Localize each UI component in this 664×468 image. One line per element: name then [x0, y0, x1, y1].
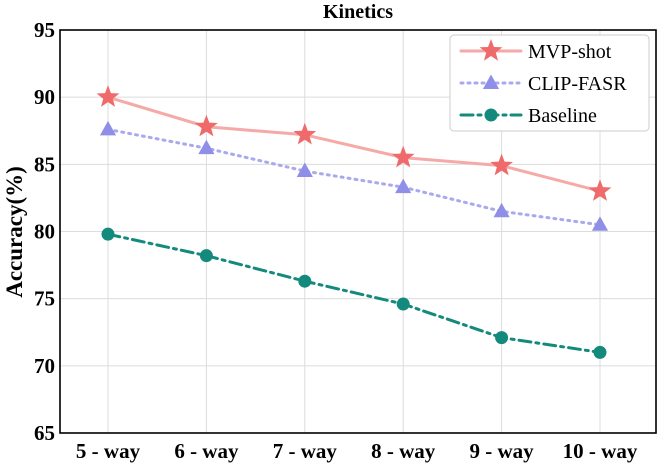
- legend-item-clip-fasr: CLIP-FASR: [459, 73, 627, 95]
- legend-item-baseline: Baseline: [459, 105, 597, 127]
- data-point-clip-fasr: [395, 178, 412, 194]
- y-tick-label: 95: [34, 18, 55, 42]
- legend-item-mvp-shot: MVP-shot: [459, 39, 612, 63]
- y-tick-label: 65: [34, 421, 55, 445]
- y-tick-label: 85: [34, 152, 55, 176]
- legend-label: MVP-shot: [528, 41, 612, 63]
- legend: MVP-shot CLIP-FASR Baseline: [449, 34, 650, 132]
- data-point-clip-fasr: [493, 202, 510, 218]
- x-tick-label: 6 - way: [174, 439, 239, 463]
- y-tick-label: 70: [34, 354, 55, 378]
- data-point-mvp-shot: [391, 145, 415, 168]
- x-tick-label: 8 - way: [371, 439, 436, 463]
- legend-label: Baseline: [528, 105, 597, 127]
- legend-box: [449, 34, 650, 132]
- data-point-baseline: [101, 227, 115, 241]
- series-mvp-shot: [96, 85, 612, 201]
- x-tick-label: 10 - way: [563, 439, 638, 463]
- legend-marker: [479, 39, 503, 61]
- y-tick-label: 75: [34, 287, 55, 311]
- data-point-mvp-shot: [588, 179, 612, 201]
- data-point-mvp-shot: [96, 85, 120, 107]
- data-point-clip-fasr: [99, 120, 117, 136]
- x-tick-label: 5 - way: [76, 439, 141, 463]
- data-point-baseline: [396, 297, 410, 311]
- tick-labels: 5 - way 6 - way 7 - way 8 - way 9 - way 10 - …: [34, 18, 638, 463]
- x-tick-label: 7 - way: [273, 439, 338, 463]
- chart-title: Kinetics: [323, 1, 393, 23]
- data-point-clip-fasr: [296, 162, 313, 177]
- plot-frame: [59, 29, 657, 434]
- legend-marker: [482, 74, 500, 89]
- data-point-mvp-shot: [293, 122, 317, 145]
- series-clip-fasr: [99, 120, 609, 231]
- data-point-mvp-shot: [490, 153, 514, 176]
- data-point-mvp-shot: [194, 114, 218, 137]
- legend-label: CLIP-FASR: [528, 73, 627, 95]
- data-point-clip-fasr: [591, 216, 609, 231]
- series-layer: [96, 85, 612, 359]
- data-point-baseline: [199, 249, 213, 263]
- data-point-baseline: [593, 345, 607, 359]
- data-point-baseline: [495, 331, 509, 345]
- legend-marker: [484, 108, 498, 122]
- y-tick-label: 90: [34, 85, 55, 109]
- series-line-baseline: [106, 232, 602, 354]
- x-tick-label: 9 - way: [470, 439, 535, 463]
- y-axis-label: Accuracy(%): [2, 166, 27, 298]
- data-point-clip-fasr: [198, 139, 215, 155]
- data-point-baseline: [298, 274, 312, 288]
- series-baseline: [101, 227, 607, 359]
- series-line-mvp-shot: [106, 95, 602, 193]
- y-tick-label: 80: [34, 220, 55, 244]
- series-line-clip-fasr: [106, 127, 602, 227]
